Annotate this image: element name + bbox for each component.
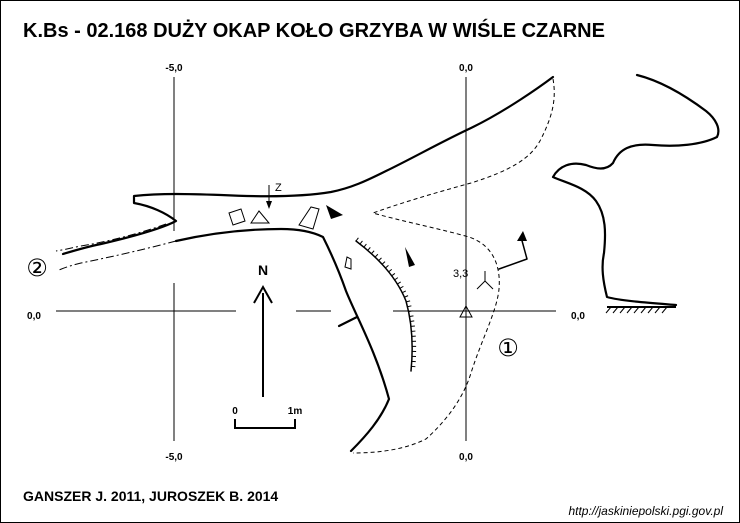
ground-hatch-tick (633, 306, 640, 314)
station-z-label: Z (275, 182, 282, 194)
ground-hatch-tick (647, 306, 654, 314)
north-label: N (258, 262, 268, 278)
grid-label-top-right: 0,0 (459, 63, 473, 74)
grid-label-left: 0,0 (27, 311, 41, 322)
north-arrow (253, 284, 273, 397)
height-point-icon (476, 271, 494, 290)
hatch-tick (381, 261, 386, 265)
boulder (250, 210, 271, 224)
extension-line-2-lower (58, 240, 177, 271)
grid-label-right: 0,0 (571, 311, 585, 322)
drip-line (355, 240, 413, 372)
hatch-tick (408, 310, 413, 313)
ground-hatch-tick (612, 306, 619, 314)
grid-label-top-left: -5,0 (165, 63, 183, 74)
ground-hatch-tick (626, 306, 633, 314)
source-url[interactable]: http://jaskiniepolski.pgi.gov.pl (568, 504, 723, 518)
hatch-tick (402, 290, 407, 294)
grid-label-bottom-right: 0,0 (459, 452, 473, 463)
entrance-2-marker: ② (26, 254, 48, 282)
hatch-tick (378, 257, 382, 262)
cliff-profile (551, 73, 720, 307)
hatch-tick (371, 250, 375, 255)
height-label: 3,3 (453, 268, 468, 280)
ground-hatch-tick (654, 306, 661, 314)
hatch-tick (385, 265, 389, 269)
boulder (298, 206, 320, 230)
hatch-tick (406, 300, 411, 303)
ground-hatch-tick (619, 306, 626, 314)
drip-line-hatching (355, 237, 417, 368)
boulder (228, 208, 246, 226)
cave-wall-tick (337, 315, 359, 328)
slope-arrow (326, 205, 343, 219)
cave-wall-lower (174, 227, 391, 453)
grid-label-bottom-left: -5,0 (165, 452, 183, 463)
hatch-tick (374, 253, 379, 258)
hatch-tick (363, 243, 367, 248)
slope-arrow (405, 247, 415, 267)
hatch-tick (367, 247, 371, 251)
hatch-tick (397, 281, 401, 285)
boulder (344, 256, 352, 270)
ground-hatch-tick (605, 306, 612, 314)
hatch-tick (404, 295, 409, 298)
hatch-tick (407, 305, 412, 308)
passage-arrowhead (517, 231, 527, 241)
hatch-tick (399, 285, 404, 289)
hatch-tick (391, 273, 396, 277)
ground-hatch-tick (661, 306, 668, 314)
plan-title: K.Bs - 02.168 DUŻY OKAP KOŁO GRZYBA W WI… (23, 18, 605, 42)
cave-wall-upper (61, 75, 555, 256)
ground-hatch-tick (640, 306, 647, 314)
hatch-tick (394, 277, 399, 281)
passage-continuation-arrow (498, 236, 528, 270)
entrance-1-marker: ① (497, 334, 519, 362)
scale-end-label: 1m (288, 406, 303, 417)
survey-grid (56, 77, 556, 441)
hatch-tick (359, 240, 363, 245)
authors-credit: GANSZER J. 2011, JUROSZEK B. 2014 (23, 488, 278, 504)
overhang-outline (352, 78, 555, 454)
scale-bar (234, 419, 296, 429)
extension-line-2-upper (55, 223, 167, 252)
ground-hatching (605, 306, 668, 314)
hatch-tick (410, 320, 415, 322)
hatch-tick (355, 237, 359, 242)
scale-start-label: 0 (232, 406, 238, 417)
warning-triangle-icon (459, 304, 473, 318)
station-z-arrowhead (266, 201, 272, 209)
hatch-tick (388, 268, 393, 273)
hatch-tick (409, 315, 414, 318)
